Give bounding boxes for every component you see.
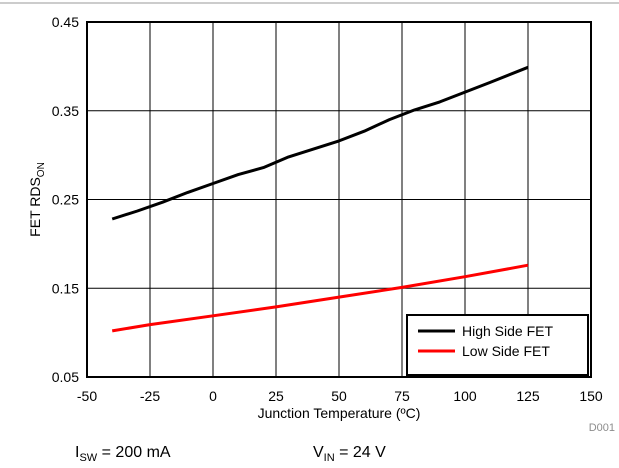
y-tick-labels: 0.05 0.15 0.25 0.35 0.45 (52, 14, 79, 385)
x-tick-label: 75 (394, 388, 410, 404)
x-tick-label: -50 (77, 388, 97, 404)
y-axis-label-main: FET RDS (27, 177, 43, 237)
x-tick-label: -25 (140, 388, 160, 404)
x-tick-label: 150 (579, 388, 603, 404)
y-tick-label: 0.25 (52, 192, 79, 208)
x-tick-label: 100 (453, 388, 477, 404)
x-tick-label: 50 (331, 388, 347, 404)
grid (87, 22, 591, 377)
x-axis-label: Junction Temperature (ºC) (258, 405, 421, 421)
plot-frame (86, 21, 592, 378)
legend-label-low-side: Low Side FET (462, 343, 550, 359)
x-tick-label: 125 (516, 388, 540, 404)
y-axis-label: FET RDSON (27, 162, 47, 237)
legend: High Side FET Low Side FET (406, 314, 589, 376)
legend-label-high-side: High Side FET (462, 323, 553, 339)
y-tick-label: 0.35 (52, 103, 79, 119)
condition-voltage-subscript: IN (324, 452, 335, 464)
condition-voltage-symbol: V (313, 444, 324, 461)
y-axis-label-subscript: ON (36, 162, 47, 177)
condition-voltage-value: = 24 V (335, 444, 386, 461)
condition-current-subscript: SW (79, 452, 97, 464)
condition-current: ISW = 200 mA (75, 444, 171, 464)
x-tick-label: 0 (209, 388, 217, 404)
x-tick-label: 25 (268, 388, 284, 404)
condition-voltage: VIN = 24 V (313, 444, 386, 464)
condition-current-symbol: I (75, 444, 79, 461)
legend-box (406, 314, 589, 376)
series-line-high-side-fet (111, 65, 529, 221)
y-tick-label: 0.15 (52, 280, 79, 296)
figure-code: D001 (589, 422, 615, 434)
series-lines (111, 65, 529, 333)
x-tick-labels: -50 -25 0 25 50 75 100 125 150 (77, 388, 603, 404)
condition-current-value: = 200 mA (97, 444, 171, 461)
y-tick-label: 0.45 (52, 14, 79, 30)
y-tick-label: 0.05 (52, 369, 79, 385)
series-line-low-side-fet (111, 263, 529, 333)
